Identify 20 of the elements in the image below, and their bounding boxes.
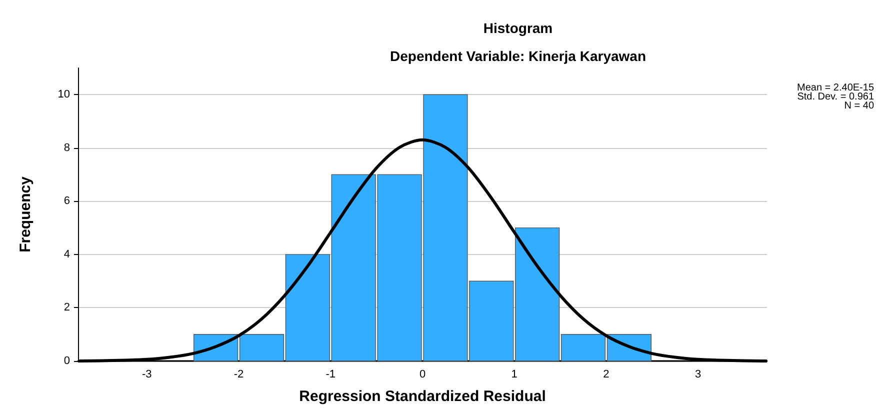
x-tick-label: 3 (695, 368, 702, 380)
text: N = 40 (844, 100, 874, 112)
text: Mean = 2.40E-15 (797, 82, 874, 94)
y-tick-label: 6 (64, 195, 70, 208)
y-tick-label: 0 (64, 355, 70, 367)
text: Std. Dev. = 0.961 (797, 92, 874, 102)
x-tick-label: -3 (142, 368, 152, 380)
x-tick-label: 1 (511, 368, 518, 380)
x-tick-label: -2 (234, 368, 244, 380)
chart-title: Histogram (483, 20, 553, 36)
y-tick-label: 2 (64, 302, 70, 314)
x-tick-label: -1 (326, 368, 336, 380)
y-tick-label: 8 (64, 142, 70, 154)
y-tick-label: 10 (58, 88, 70, 101)
x-axis-title: Regression Standardized Residual (299, 388, 546, 405)
x-tick-label: 2 (603, 368, 610, 380)
y-tick-label: 4 (64, 248, 70, 260)
x-tick-label: 0 (419, 368, 426, 380)
y-axis-title: Frequency (17, 176, 34, 252)
chart-subtitle: Dependent Variable: Kinerja Karyawan (390, 48, 646, 64)
